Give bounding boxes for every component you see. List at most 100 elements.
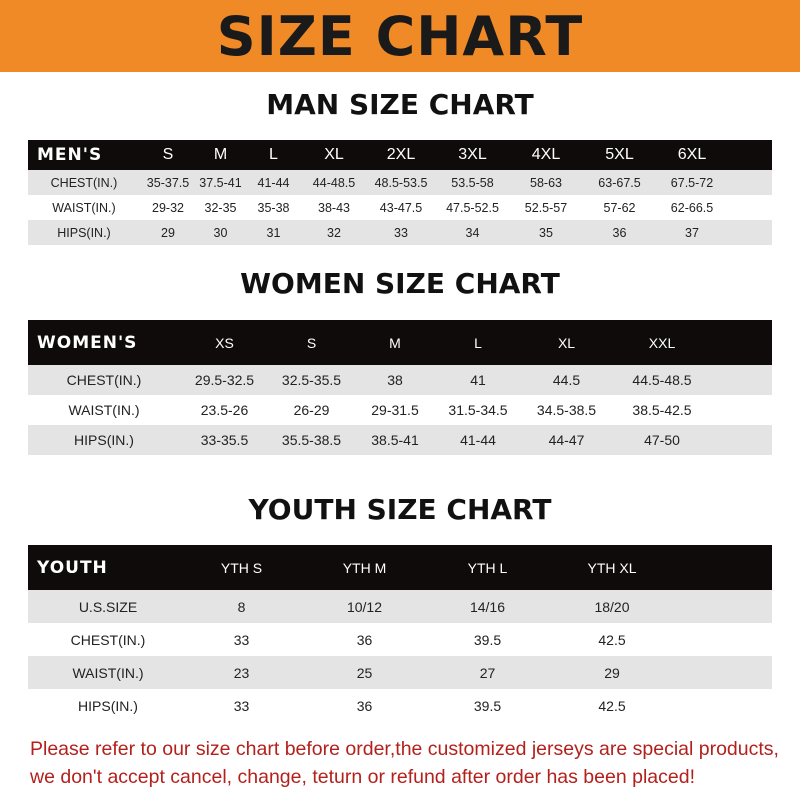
table-cell: 29-31.5 [371, 402, 419, 418]
table-row: HIPS(IN.) 33-35.5 35.5-38.5 38.5-41 41-44 44-… [28, 425, 772, 455]
table-cell: 43-47.5 [379, 200, 423, 215]
table-cell: 33 [233, 631, 250, 648]
size-header-cell: 3XL [458, 146, 487, 163]
table-row: CHEST(IN.) 35-37.5 37.5-41 41-44 44-48.5 48.5… [28, 170, 772, 195]
table-cell: 48.5-53.5 [374, 175, 428, 190]
row-label: CHEST(IN.) [50, 175, 118, 190]
table-row: CHEST(IN.) 29.5-32.5 32.5-35.5 38 41 44.5 44.5… [28, 365, 772, 395]
table-cell: 29.5-32.5 [194, 372, 255, 388]
table-cell: 23.5-26 [200, 402, 249, 418]
table-cell: 41-44 [257, 175, 290, 190]
table-cell: 33 [233, 697, 250, 714]
size-header-cell: 5XL [605, 146, 634, 163]
table-header-row: MEN'S S M L XL 2XL 3XL 4XL 5XL 6XL [28, 140, 772, 170]
row-label: HIPS(IN.) [78, 697, 138, 714]
table-cell: 57-62 [603, 200, 636, 215]
table-cell: 35 [539, 225, 553, 240]
table-cell: 38-43 [318, 200, 350, 215]
table-cell: 33 [394, 225, 408, 240]
row-label: CHEST(IN.) [70, 631, 146, 648]
table-cell: 27 [479, 664, 496, 681]
table-corner-label: WOMEN'S [37, 332, 138, 353]
table-cell: 44-48.5 [312, 175, 356, 190]
table-cell: 53.5-58 [451, 175, 494, 190]
row-label: HIPS(IN.) [74, 432, 134, 448]
table-cell: 38.5-42.5 [632, 402, 692, 418]
table-row: HIPS(IN.) 33 36 39.5 42.5 [28, 689, 772, 722]
table-cell: 39.5 [473, 697, 502, 714]
men-size-table: MEN'S S M L XL 2XL 3XL 4XL 5XL 6XL CHEST(IN.) 35-37… [28, 140, 772, 245]
men-section-title: MAN SIZE CHART [266, 88, 534, 121]
row-label: WAIST(IN.) [68, 402, 140, 418]
row-label: CHEST(IN.) [66, 372, 142, 388]
table-cell: 26-29 [293, 402, 330, 418]
table-row: WAIST(IN.) 23 25 27 29 [28, 656, 772, 689]
table-cell: 44.5-48.5 [632, 372, 692, 388]
table-cell: 39.5 [473, 631, 502, 648]
table-header-row: YOUTH YTH S YTH M YTH L YTH XL [28, 545, 772, 590]
notice-line-2: we don't accept cancel, change, teturn o… [30, 766, 695, 788]
size-header-cell: M [213, 146, 228, 163]
table-cell: 29 [604, 664, 620, 681]
table-cell: 33-35.5 [200, 432, 249, 448]
table-row: U.S.SIZE 8 10/12 14/16 18/20 [28, 590, 772, 623]
size-header-cell: XXL [648, 334, 676, 351]
women-size-table: WOMEN'S XS S M L XL XXL CHEST(IN.) 29.5-32.5 32.5… [28, 320, 772, 455]
size-header-cell: 4XL [531, 146, 561, 163]
size-header-cell: M [389, 334, 401, 351]
table-cell: 32-35 [204, 200, 237, 215]
table-cell: 29 [161, 225, 175, 240]
table-cell: 58-63 [530, 175, 562, 190]
size-header-cell: S [162, 146, 174, 163]
order-notice: Please refer to our size chart before or… [30, 735, 790, 791]
table-cell: 52.5-57 [524, 200, 568, 215]
table-cell: 42.5 [598, 631, 626, 648]
size-header-cell: 2XL [386, 146, 416, 163]
table-cell: 14/16 [469, 598, 506, 615]
table-cell: 25 [356, 664, 373, 681]
table-cell: 47.5-52.5 [446, 200, 499, 215]
table-cell: 37.5-41 [199, 175, 242, 190]
row-label: WAIST(IN.) [52, 200, 116, 215]
table-cell: 34 [465, 225, 480, 240]
table-cell: 35.5-38.5 [281, 432, 342, 448]
table-row: HIPS(IN.) 29 30 31 32 33 34 35 36 37 [28, 220, 772, 245]
table-cell: 41 [470, 372, 486, 388]
row-label: U.S.SIZE [78, 598, 138, 615]
size-header-cell: 6XL [677, 146, 707, 163]
table-row: WAIST(IN.) 23.5-26 26-29 29-31.5 31.5-34.5 34… [28, 395, 772, 425]
table-cell: 35-37.5 [146, 175, 190, 190]
table-cell: 8 [237, 598, 246, 615]
table-cell: 38.5-41 [371, 432, 419, 448]
table-cell: 62-66.5 [670, 200, 714, 215]
table-cell: 31 [266, 225, 281, 240]
size-header-cell: L [474, 334, 482, 351]
table-header-row: WOMEN'S XS S M L XL XXL [28, 320, 772, 365]
table-cell: 23 [233, 664, 250, 681]
table-cell: 18/20 [594, 598, 630, 615]
size-header-cell: XS [215, 334, 234, 351]
table-cell: 31.5-34.5 [448, 402, 508, 418]
youth-size-table: YOUTH YTH S YTH M YTH L YTH XL U.S.SIZE 8 10/12… [28, 545, 772, 722]
table-cell: 32.5-35.5 [281, 372, 342, 388]
table-row: CHEST(IN.) 33 36 39.5 42.5 [28, 623, 772, 656]
size-header-cell: S [306, 334, 317, 351]
size-header-cell: YTH XL [587, 559, 637, 576]
table-cell: 44-47 [548, 432, 585, 448]
size-header-cell: XL [324, 146, 344, 163]
size-header-cell: XL [557, 334, 576, 351]
table-cell: 41-44 [460, 432, 496, 448]
table-cell: 36 [612, 225, 627, 240]
table-cell: 29-32 [152, 200, 184, 215]
table-cell: 67.5-72 [670, 175, 714, 190]
row-label: HIPS(IN.) [57, 225, 111, 240]
table-corner-label: YOUTH [37, 557, 108, 578]
table-cell: 36 [356, 697, 373, 714]
table-cell: 36 [356, 631, 373, 648]
row-label: WAIST(IN.) [72, 664, 144, 681]
main-title: SIZE CHART [216, 4, 584, 68]
size-chart-banner: SIZE CHART [0, 0, 800, 72]
size-header-cell: YTH S [220, 559, 263, 576]
table-cell: 10/12 [346, 598, 383, 615]
table-cell: 38 [387, 372, 403, 388]
